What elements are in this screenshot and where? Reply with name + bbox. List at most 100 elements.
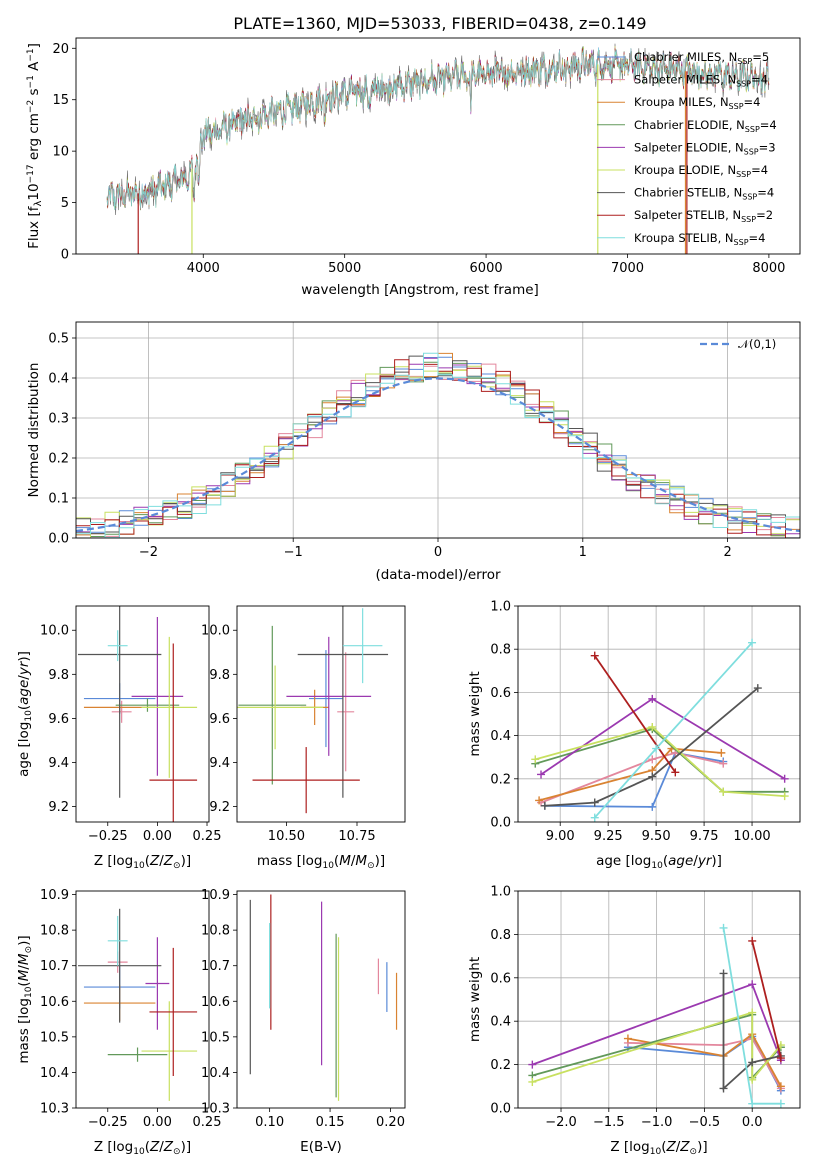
weight-point (776, 1082, 785, 1091)
y-tick-label: 9.8 (209, 668, 230, 683)
x-tick-label: −0.25 (88, 829, 128, 844)
axes-frame (236, 890, 406, 1109)
y-tick-label: 10.4 (201, 1066, 230, 1081)
spectrum-panel: 4000 5000 6000 7000 8000 0 5 10 15 20 wavelength [… (26, 37, 801, 298)
weight-point (537, 770, 546, 779)
axes-frame (517, 605, 801, 823)
figure-title: PLATE=1360, MJD=53033, FIBERID=0438, z=0… (233, 14, 646, 33)
mass_vs_Z-panel: −0.25 0.00 0.25 10.3 10.4 10.5 10.6 10.7 10.8 10.… (16, 888, 221, 1157)
weight-point (776, 1054, 785, 1063)
weight-point (540, 801, 549, 810)
legend-label: Kroupa MILES, NSSP=4 (634, 95, 760, 111)
weight-line (544, 751, 724, 808)
x-tick-label: 9.25 (594, 829, 623, 844)
y-tick-label: 0.8 (490, 928, 511, 943)
y-tick-label: 10.7 (201, 959, 230, 974)
normal-reference-curve (76, 377, 800, 533)
weight-lines (528, 923, 785, 1108)
x-tick-label: 10.75 (338, 829, 375, 844)
y-tick-label: 0.0 (490, 1102, 511, 1117)
weight-line (722, 973, 782, 1091)
y-tick-label: 10.3 (201, 1102, 230, 1117)
weight-point (590, 798, 599, 807)
y-tick-label: 0.0 (48, 532, 69, 547)
weight-point (748, 1058, 757, 1067)
weight-line (627, 1032, 782, 1087)
spectrum-lines (106, 43, 770, 254)
y-tick-label: 10.0 (201, 624, 230, 639)
errorbars (237, 606, 389, 814)
axes-frame (75, 605, 210, 823)
weight-line (532, 1011, 782, 1083)
weight-point (780, 792, 789, 801)
weight-point (780, 774, 789, 783)
x-tick-label: 9.50 (642, 829, 671, 844)
x-axis-label: Z [log10(Z/Z⊙)] (610, 1139, 707, 1157)
x-tick-label: −0.25 (88, 1115, 128, 1130)
x-tick-label: 0.25 (193, 1115, 222, 1130)
y-axis-label: mass [log10(M/M⊙)] (16, 935, 34, 1063)
x-tick-label: −2 (139, 545, 158, 560)
axes-frame (75, 890, 210, 1109)
legend-label: Salpeter ELODIE, NSSP=3 (634, 140, 776, 156)
weight-point (753, 684, 762, 693)
x-tick-label: −0.5 (689, 1115, 721, 1130)
x-axis-label: mass [log10(M/M⊙)] (257, 853, 385, 871)
histograms (76, 352, 800, 538)
errorbars (77, 606, 198, 822)
y-tick-label: 0.4 (490, 1015, 511, 1030)
weight-point (648, 722, 657, 731)
legend: Chabrier MILES, NSSP=5 Salpeter MILES, NS… (597, 50, 777, 247)
weight-point (652, 744, 661, 753)
weight-line (544, 687, 759, 807)
y-tick-label: 0.2 (490, 772, 511, 787)
weight-point (590, 813, 599, 822)
legend-label: Salpeter MILES, NSSP=4 (634, 73, 768, 89)
x-tick-label: −1.0 (641, 1115, 673, 1130)
weight-point (648, 772, 657, 781)
weight-point (648, 694, 657, 703)
weight-point (719, 923, 728, 932)
y-tick-label: 10.6 (201, 995, 230, 1010)
x-tick-label: 10.50 (268, 829, 305, 844)
weight-point (590, 651, 599, 660)
x-tick-label: 0.10 (255, 1115, 284, 1130)
legend-label: Chabrier MILES, NSSP=5 (634, 50, 769, 66)
weight-point (535, 796, 544, 805)
x-tick-label: 8000 (752, 261, 785, 276)
x-axis-label: Z [log10(Z/Z⊙)] (94, 853, 191, 871)
y-tick-label: 9.4 (209, 756, 230, 771)
y-tick-label: 9.2 (209, 800, 230, 815)
weight-point (671, 768, 680, 777)
weight-point (719, 787, 728, 796)
weight-point (648, 802, 657, 811)
y-tick-label: 0.2 (490, 1058, 511, 1073)
weight-point (528, 1077, 537, 1086)
y-tick-label: 5 (61, 196, 69, 211)
weight-point (648, 755, 657, 764)
weight-point (719, 1084, 728, 1093)
y-tick-label: 0.4 (48, 372, 69, 387)
y-tick-label: 9.2 (48, 800, 69, 815)
weight-point (748, 1008, 757, 1017)
y-tick-label: 0 (61, 248, 69, 263)
x-tick-label: 0.0 (742, 1115, 763, 1130)
x-axis-label: age [log10(age/yr)] (596, 853, 722, 871)
y-tick-label: 9.8 (48, 668, 69, 683)
axes-frame (75, 37, 801, 255)
weight_vs_Z-panel: −2.0 −1.5 −1.0 −0.5 0.0 0.0 0.2 0.4 0.6 0.8 1.0 Z [… (467, 885, 801, 1157)
y-tick-label: 10.0 (40, 624, 69, 639)
y-tick-label: 9.6 (209, 712, 230, 727)
y-tick-label: 0.0 (490, 816, 511, 831)
y-tick-label: 15 (52, 93, 69, 108)
y-tick-label: 10.5 (201, 1030, 230, 1045)
x-tick-label: −2.0 (545, 1115, 577, 1130)
y-tick-label: 9.6 (48, 712, 69, 727)
spectrum-kroupa-stelib (106, 48, 770, 210)
y-tick-label: 0.4 (490, 729, 511, 744)
y-tick-label: 10.3 (40, 1102, 69, 1117)
x-tick-label: 6000 (470, 261, 503, 276)
y-tick-label: 10.8 (201, 924, 230, 939)
x-tick-label: 2 (723, 545, 731, 560)
